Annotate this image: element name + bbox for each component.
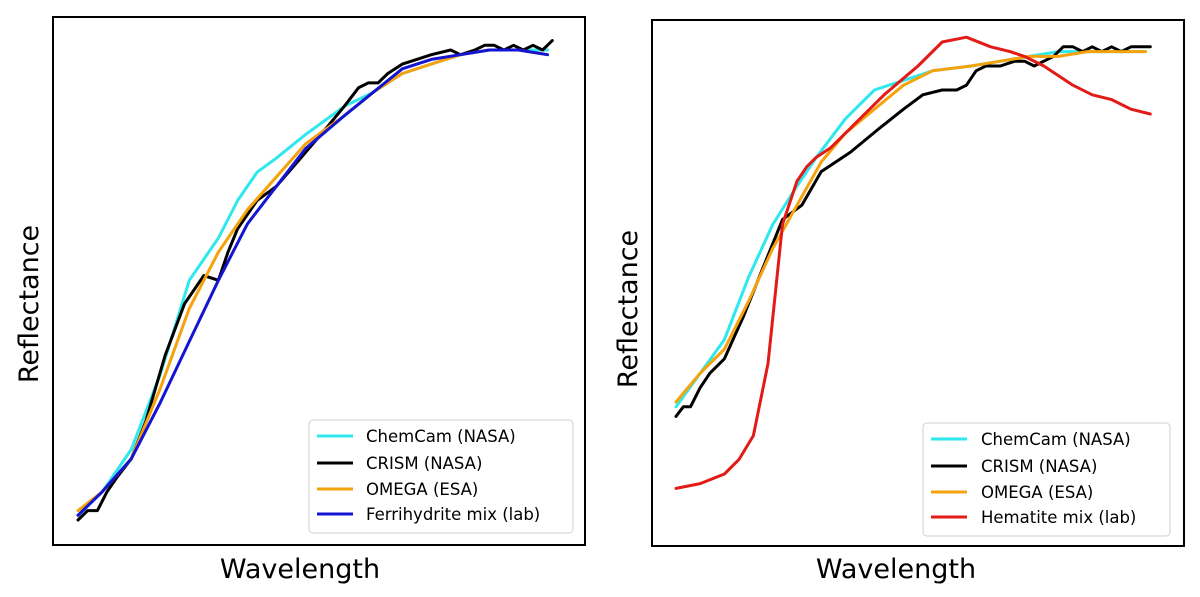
legend-item-crism: CRISM (NASA) [931, 457, 1097, 476]
legend-item-ferrihydrite: Ferrihydrite mix (lab) [317, 505, 540, 524]
legend-item-chemcam: ChemCam (NASA) [317, 427, 516, 446]
legend-label: ChemCam (NASA) [366, 427, 516, 446]
series-line-ferrihydrite-mix-lab [76, 48, 549, 517]
legend-label: CRISM (NASA) [366, 454, 482, 473]
legend-item-hematite: Hematite mix (lab) [931, 508, 1136, 527]
y-axis-title: Reflectance [613, 230, 644, 388]
legend-label: ChemCam (NASA) [981, 430, 1131, 449]
legend-label: OMEGA (ESA) [366, 480, 478, 499]
legend-label: Ferrihydrite mix (lab) [366, 505, 540, 524]
series-line-chemcam-nasa [674, 50, 1147, 409]
legend-item-omega: OMEGA (ESA) [931, 483, 1093, 502]
legend-item-crism: CRISM (NASA) [317, 454, 482, 473]
legend-box [922, 422, 1171, 537]
series-line-omega-esa [674, 50, 1147, 404]
y-axis-title: Reflectance [14, 225, 45, 383]
legend-item-omega: OMEGA (ESA) [317, 480, 478, 499]
legend-item-chemcam: ChemCam (NASA) [931, 430, 1131, 449]
series-lines [674, 35, 1152, 490]
chart-panel-ferrihydrite: Reflectance Wavelength ChemCam (NASA) CR… [14, 16, 586, 585]
legend-label: Hematite mix (lab) [981, 508, 1136, 527]
legend-label: OMEGA (ESA) [981, 483, 1093, 502]
legend-box [308, 419, 574, 534]
series-line-hematite-mix-lab [674, 35, 1152, 490]
x-axis-title: Wavelength [220, 554, 380, 585]
chart-panel-hematite: Reflectance Wavelength ChemCam (NASA) CR… [613, 19, 1185, 585]
legend-label: CRISM (NASA) [981, 457, 1097, 476]
series-lines [76, 39, 554, 522]
legend: ChemCam (NASA) CRISM (NASA) OMEGA (ESA) … [308, 419, 574, 534]
series-line-crism-nasa [674, 45, 1152, 418]
legend: ChemCam (NASA) CRISM (NASA) OMEGA (ESA) … [922, 422, 1171, 537]
x-axis-title: Wavelength [816, 554, 976, 585]
